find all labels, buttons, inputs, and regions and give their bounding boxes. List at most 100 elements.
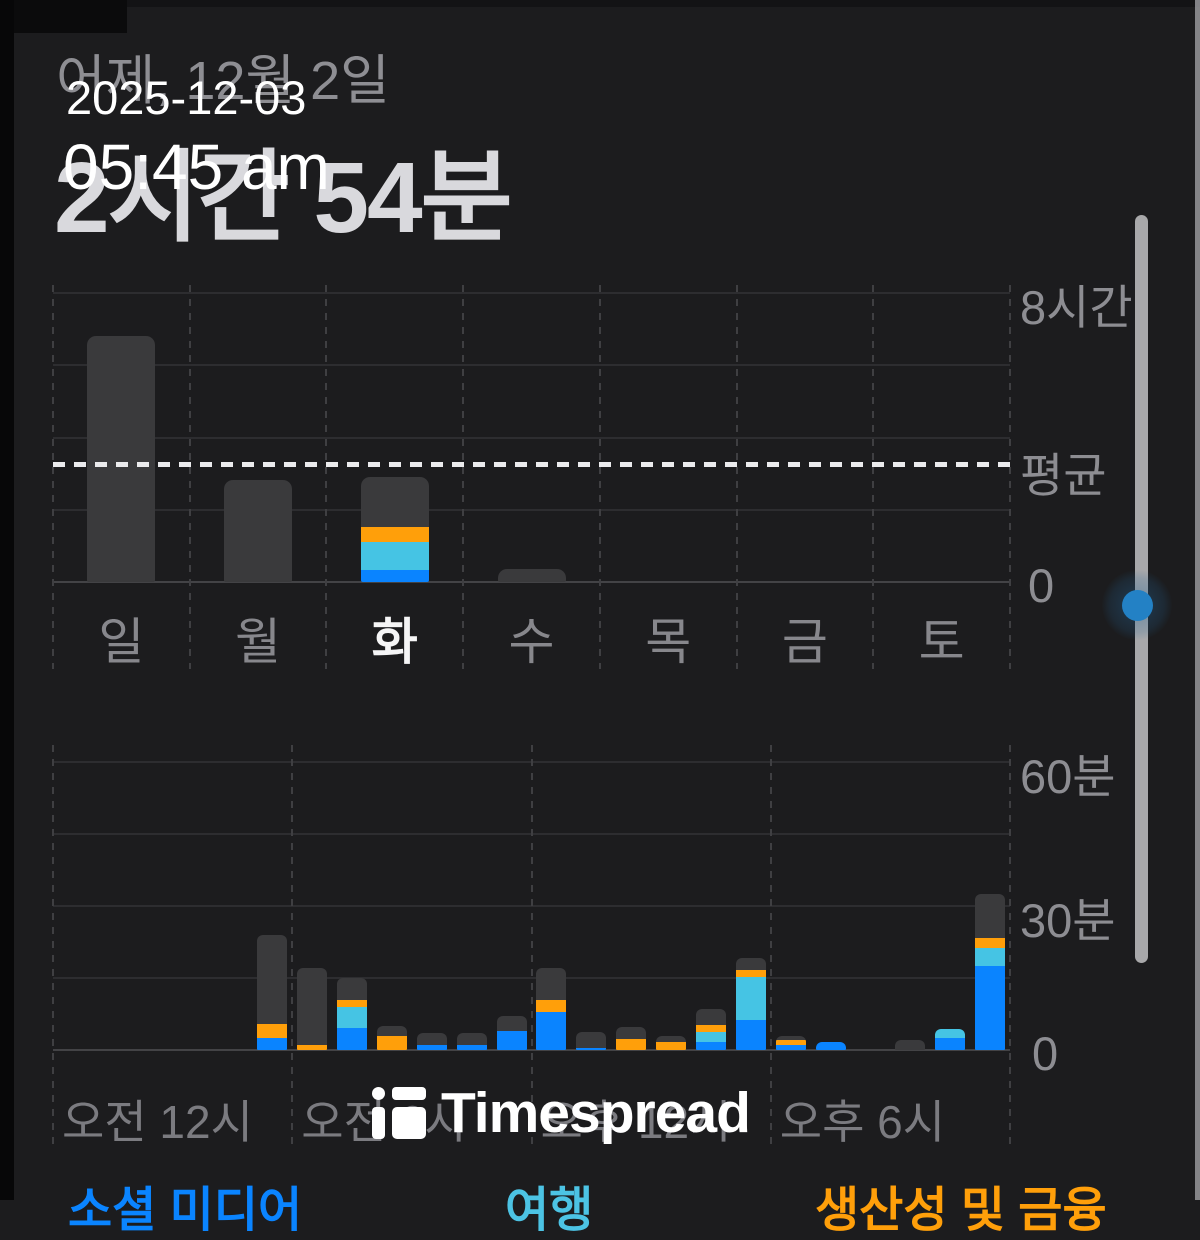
- bar-day-1[interactable]: [224, 480, 293, 582]
- y-axis-label: 0: [1032, 1027, 1059, 1080]
- bar-segment: [775, 1045, 806, 1050]
- bar-segment: [576, 1031, 607, 1048]
- bar-hour-10[interactable]: [456, 1033, 487, 1050]
- bar-segment: [297, 1045, 328, 1050]
- bar-segment: [935, 1028, 966, 1039]
- timespread-logo-icon: [372, 1087, 426, 1139]
- grid-line-v: [769, 745, 772, 1145]
- bar-hour-8[interactable]: [376, 1026, 407, 1050]
- legend-social-media[interactable]: 소셜 미디어: [68, 1184, 303, 1237]
- bar-segment: [975, 894, 1006, 939]
- watermark-label: Timespread: [441, 1081, 751, 1145]
- bar-segment: [337, 1006, 368, 1029]
- day-label[interactable]: 월: [235, 614, 282, 670]
- bar-hour-12[interactable]: [536, 968, 567, 1050]
- day-label[interactable]: 일: [98, 614, 145, 670]
- bar-hour-17[interactable]: [735, 958, 766, 1050]
- bar-segment: [975, 948, 1006, 967]
- grid-line-h: [53, 364, 1010, 367]
- bar-segment: [87, 336, 156, 582]
- average-line: [53, 461, 1010, 467]
- x-axis-label: 오전 12시: [62, 1096, 253, 1148]
- bar-segment: [735, 958, 766, 970]
- bar-day-0[interactable]: [87, 336, 156, 582]
- x-axis-label: 오후 6시: [779, 1096, 946, 1148]
- bar-segment: [895, 1040, 926, 1050]
- bar-hour-19[interactable]: [815, 1041, 846, 1050]
- bar-segment: [376, 1026, 407, 1036]
- bar-segment: [975, 966, 1006, 1050]
- bar-segment: [775, 1040, 806, 1046]
- bar-hour-5[interactable]: [257, 934, 288, 1050]
- bar-segment: [536, 968, 567, 1000]
- bar-hour-22[interactable]: [935, 1028, 966, 1050]
- bar-segment: [695, 1009, 726, 1026]
- day-label[interactable]: 금: [781, 614, 828, 670]
- bar-hour-18[interactable]: [775, 1035, 806, 1050]
- grid-line-v: [598, 285, 601, 669]
- bar-segment: [497, 568, 566, 582]
- bar-segment: [337, 1028, 368, 1050]
- bar-segment: [735, 976, 766, 1020]
- bar-hour-7[interactable]: [337, 978, 368, 1050]
- bar-hour-13[interactable]: [576, 1031, 607, 1050]
- day-label[interactable]: 토: [918, 614, 965, 670]
- top-edge: [0, 0, 1200, 7]
- bar-segment: [456, 1045, 487, 1050]
- bar-segment: [576, 1047, 607, 1050]
- bar-hour-15[interactable]: [656, 1035, 687, 1050]
- bar-segment: [536, 1011, 567, 1050]
- bar-segment: [496, 1030, 527, 1050]
- day-label[interactable]: 수: [508, 614, 555, 670]
- bar-hour-11[interactable]: [496, 1016, 527, 1050]
- grid-line-v: [1009, 285, 1011, 669]
- grid-line-v: [52, 745, 54, 1145]
- grid-line-v: [1009, 745, 1011, 1145]
- bar-hour-9[interactable]: [416, 1033, 447, 1050]
- bar-segment: [735, 1019, 766, 1050]
- bar-segment: [536, 999, 567, 1012]
- top-left-corner-block: [0, 0, 127, 33]
- bar-segment: [456, 1033, 487, 1046]
- total-screen-time: 2시간 54분: [54, 142, 513, 254]
- bar-segment: [616, 1038, 647, 1050]
- right-edge-line: [1195, 0, 1200, 1200]
- grid-line-v: [872, 285, 875, 669]
- legend-productivity-finance[interactable]: 생산성 및 금융: [815, 1184, 1107, 1237]
- overlay-date-stamp: 2025-12-03: [66, 71, 307, 124]
- grid-line-v: [325, 285, 328, 669]
- bar-segment: [360, 477, 429, 528]
- left-edge: [0, 0, 14, 1200]
- bar-segment: [656, 1035, 687, 1042]
- scroll-indicator-dot[interactable]: [1122, 590, 1153, 621]
- bar-segment: [376, 1035, 407, 1050]
- bar-segment: [224, 480, 293, 582]
- bar-segment: [337, 978, 368, 1000]
- bar-segment: [496, 1016, 527, 1031]
- grid-line-v: [735, 285, 738, 669]
- day-label[interactable]: 화: [371, 614, 418, 670]
- grid-line-h: [53, 581, 1010, 583]
- grid-line-v: [530, 745, 533, 1145]
- grid-line-v: [291, 745, 294, 1145]
- day-label[interactable]: 목: [645, 614, 692, 670]
- bar-hour-6[interactable]: [297, 968, 328, 1050]
- bar-day-3[interactable]: [497, 568, 566, 582]
- average-label: 평균: [1020, 448, 1107, 502]
- bar-hour-21[interactable]: [895, 1040, 926, 1050]
- bar-segment: [257, 1037, 288, 1050]
- bar-segment: [416, 1045, 447, 1050]
- bar-hour-14[interactable]: [616, 1026, 647, 1050]
- scrollbar[interactable]: [1135, 215, 1148, 963]
- bar-segment: [297, 968, 328, 1046]
- x-axis-label: 오후 12시: [540, 1096, 732, 1148]
- grid-line-h: [53, 436, 1010, 439]
- bar-segment: [360, 527, 429, 542]
- bar-segment: [416, 1033, 447, 1046]
- bar-day-2[interactable]: [360, 477, 429, 582]
- bar-hour-23[interactable]: [975, 894, 1006, 1050]
- bar-segment: [735, 969, 766, 977]
- legend-travel[interactable]: 여행: [505, 1184, 594, 1237]
- bar-hour-16[interactable]: [695, 1009, 726, 1050]
